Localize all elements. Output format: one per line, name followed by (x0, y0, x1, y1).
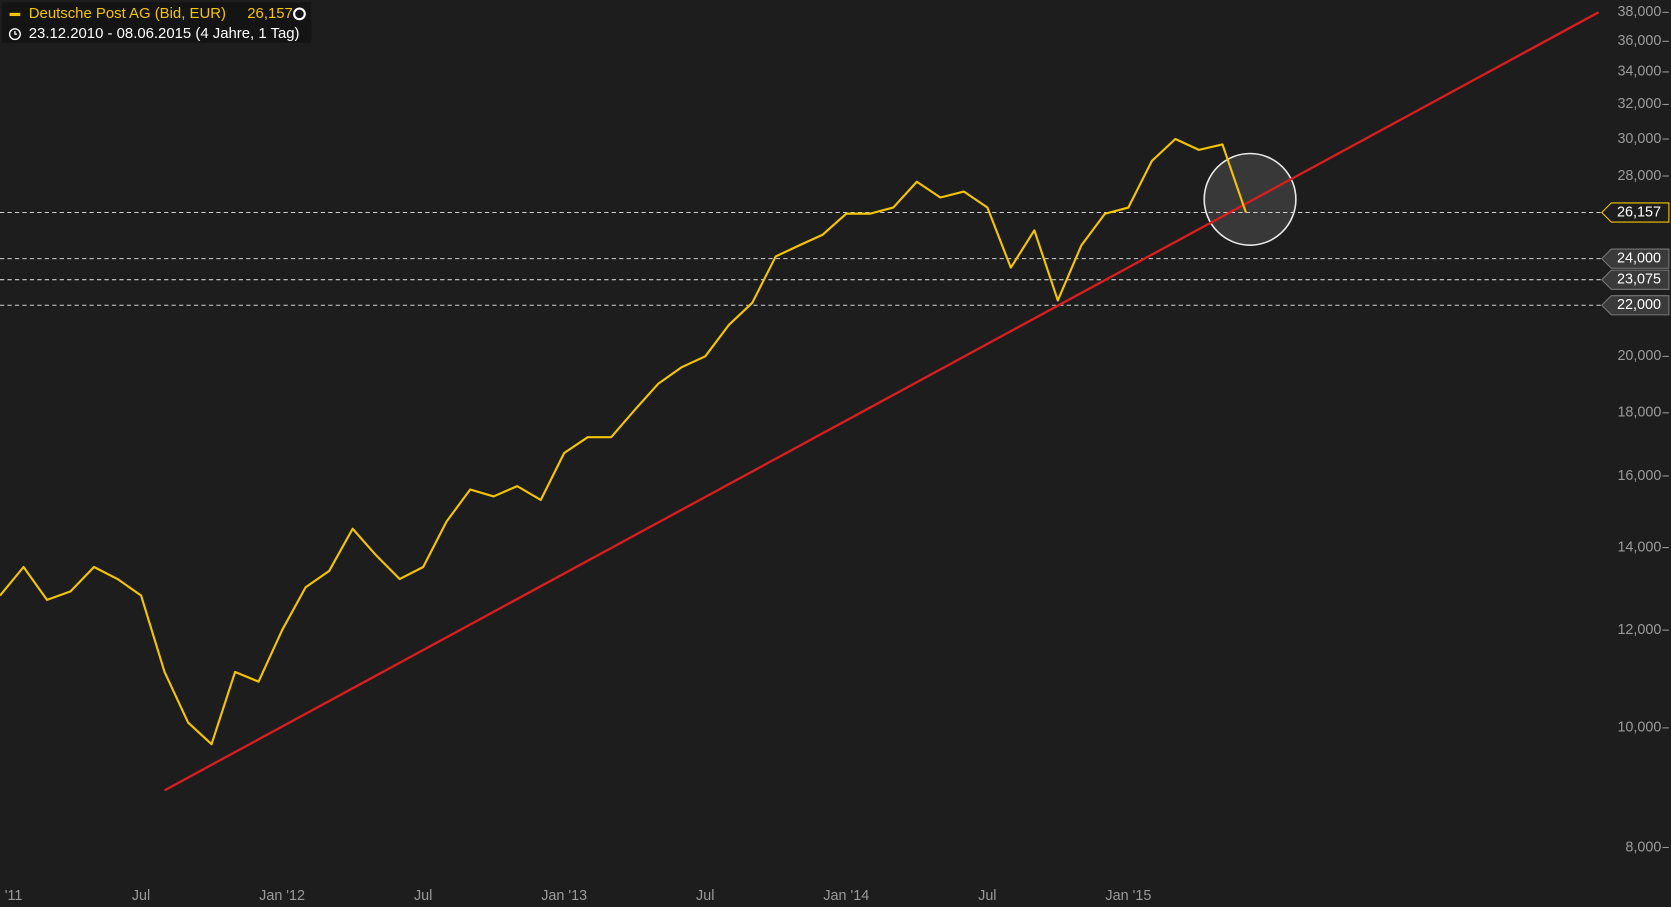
y-tick-label: 8,000 (1625, 839, 1661, 855)
level-badge (1600, 295, 1670, 316)
plot-area: 8,000 10,000 12,000 14,000 16,000 18,000 20,00… (0, 4, 1670, 904)
y-tick-label: 14,000 (1617, 539, 1661, 555)
y-tick-label: 28,000 (1617, 168, 1661, 184)
trend-line (163, 11, 1600, 792)
x-tick-label: Jul (132, 888, 150, 904)
clock-hands (14, 30, 18, 35)
x-tick-label: Jan '15 (1105, 888, 1151, 904)
highlight-circle (1203, 152, 1297, 246)
x-tick-label: Jan '12 (259, 888, 305, 904)
y-tick-label: 34,000 (1617, 64, 1661, 80)
header-box (2, 2, 312, 43)
level-label: 26,157 (1617, 204, 1661, 220)
y-tick-label: 12,000 (1617, 622, 1661, 638)
y-tick-label: 10,000 (1617, 720, 1661, 736)
legend-swatch (9, 12, 21, 17)
level-label: 23,075 (1617, 271, 1661, 287)
y-tick-label: 32,000 (1617, 96, 1661, 112)
x-tick-label: Jul (978, 888, 996, 904)
level-badge (1600, 248, 1670, 269)
x-tick-label: Jan '14 (823, 888, 869, 904)
y-tick-label: 16,000 (1617, 468, 1661, 484)
x-tick-label: Jul (696, 888, 714, 904)
settings-icon[interactable] (293, 7, 306, 21)
period: 23.12.2010 - 08.06.2015 (4 Jahre, 1 Tag) (29, 26, 300, 42)
y-tick-label: 20,000 (1617, 348, 1661, 364)
clock-icon (8, 28, 21, 41)
legend-last-value: 26,157 (247, 6, 293, 22)
x-tick-label: Jul (414, 888, 432, 904)
level-label: 22,000 (1617, 297, 1661, 313)
x-tick-label: Jan '13 (541, 888, 587, 904)
level-label: 24,000 (1617, 250, 1661, 266)
y-tick-label: 18,000 (1617, 405, 1661, 421)
legend-label: Deutsche Post AG (Bid, EUR) (29, 6, 226, 22)
y-tick-label: 30,000 (1617, 131, 1661, 147)
y-tick-label: 36,000 (1617, 33, 1661, 49)
x-tick-label: Jan '11 (0, 888, 22, 904)
level-badge (1600, 202, 1670, 223)
price-line (0, 137, 1247, 746)
level-badge (1600, 269, 1670, 290)
y-tick-label: 38,000 (1617, 4, 1661, 20)
